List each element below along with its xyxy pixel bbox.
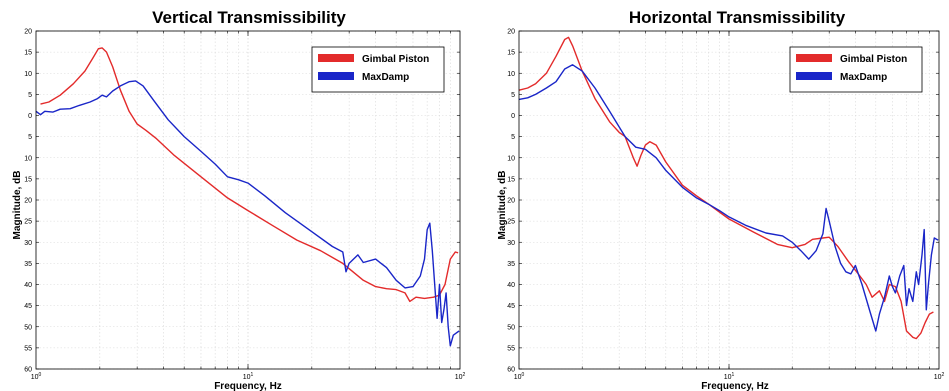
y-tick-label: 40 [507, 282, 515, 289]
x-tick-label: 100 [514, 372, 525, 381]
legend-swatch-maxdamp [796, 72, 832, 80]
x-tick-label: 102 [934, 372, 945, 381]
y-tick-label: 35 [24, 261, 32, 268]
x-tick-label: 101 [724, 372, 735, 381]
y-tick-label: 10 [507, 71, 515, 78]
series-line-gimbal-piston [40, 47, 459, 303]
y-tick-label: 45 [507, 303, 515, 310]
y-tick-label: 20 [24, 29, 32, 36]
x-axis-label: Frequency, Hz [701, 381, 769, 391]
x-tick-label: 101 [243, 372, 254, 381]
y-tick-label: 5 [28, 92, 32, 99]
y-tick-label: 55 [507, 345, 515, 352]
y-tick-label: 30 [24, 240, 32, 247]
series-line-maxdamp [35, 80, 460, 347]
x-axis: 100 101 102 [514, 31, 945, 381]
legend-label-gimbal-piston: Gimbal Piston [840, 54, 907, 65]
legend-label-maxdamp: MaxDamp [362, 72, 409, 83]
chart-title: Vertical Transmissibility [152, 8, 346, 27]
x-tick-label: 100 [31, 372, 42, 381]
legend-swatch-maxdamp [318, 72, 354, 80]
y-tick-label: 0 [511, 113, 515, 120]
y-tick-label: 20 [507, 198, 515, 205]
y-axis-label: Magnitude, dB [12, 171, 23, 240]
y-tick-label: 50 [507, 324, 515, 331]
series-area [35, 47, 460, 347]
y-tick-label: 5 [511, 92, 515, 99]
y-tick-label: 35 [507, 261, 515, 268]
y-tick-label: 15 [507, 50, 515, 57]
y-tick-label: 5 [511, 134, 515, 141]
series-area [518, 36, 939, 340]
x-axis-label: Frequency, Hz [214, 381, 282, 391]
chart-title: Horizontal Transmissibility [629, 8, 846, 27]
y-tick-label: 40 [24, 282, 32, 289]
y-tick-label: 25 [24, 219, 32, 226]
y-tick-label: 55 [24, 345, 32, 352]
series-line-maxdamp [518, 64, 939, 332]
y-tick-label: 15 [24, 50, 32, 57]
x-tick-label: 102 [455, 372, 466, 381]
y-tick-label: 10 [24, 155, 32, 162]
vertical-transmissibility-chart: Vertical Transmissibility 20151050510152… [12, 8, 466, 391]
legend-swatch-gimbal-piston [318, 54, 354, 62]
y-tick-label: 10 [507, 155, 515, 162]
y-tick-label: 15 [507, 176, 515, 183]
legend-label-maxdamp: MaxDamp [840, 72, 887, 83]
y-tick-label: 20 [24, 198, 32, 205]
y-tick-label: 25 [507, 219, 515, 226]
legend-swatch-gimbal-piston [796, 54, 832, 62]
y-tick-label: 60 [507, 367, 515, 374]
y-tick-label: 15 [24, 176, 32, 183]
horizontal-transmissibility-chart: Horizontal Transmissibility 201510505101… [497, 8, 945, 391]
y-tick-label: 0 [28, 113, 32, 120]
y-tick-label: 20 [507, 29, 515, 36]
y-tick-label: 10 [24, 71, 32, 78]
y-tick-label: 50 [24, 324, 32, 331]
y-tick-label: 5 [28, 134, 32, 141]
plot-frame [518, 30, 940, 370]
legend: Gimbal Piston MaxDamp [311, 46, 445, 93]
y-tick-label: 45 [24, 303, 32, 310]
legend: Gimbal Piston MaxDamp [789, 46, 923, 93]
x-axis: 100 101 102 [31, 31, 466, 381]
y-axis-label: Magnitude, dB [497, 171, 508, 240]
y-tick-label: 30 [507, 240, 515, 247]
plot-frame [35, 30, 461, 370]
legend-label-gimbal-piston: Gimbal Piston [362, 54, 429, 65]
y-tick-label: 60 [24, 367, 32, 374]
